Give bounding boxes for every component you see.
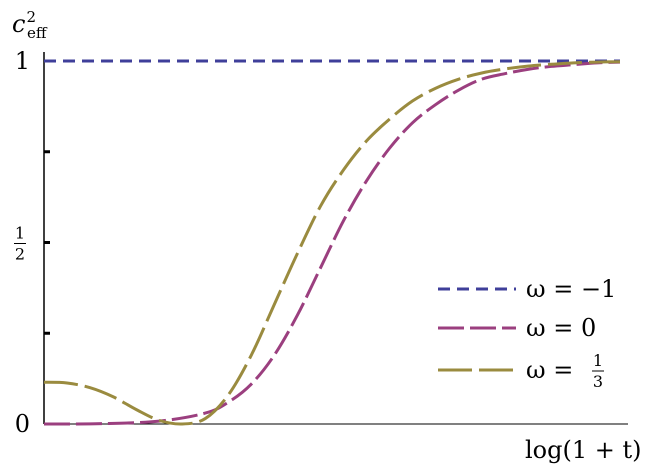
y-tick-label: 0: [15, 410, 30, 438]
legend-label-2: ω = 0: [526, 314, 596, 342]
series-layer: [43, 59, 621, 426]
y-tick-label-numerator: 1: [15, 224, 25, 243]
legend-fraction-numerator: 1: [593, 351, 603, 370]
series-line-3: [43, 60, 621, 426]
legend-label-1: ω = −1: [526, 275, 616, 303]
legend-fraction-denominator: 3: [593, 372, 603, 391]
y-tick-label-denominator: 2: [15, 245, 25, 264]
y-tick-label: 12: [14, 224, 26, 264]
legend: ω = −1 ω = 0 ω = 1 3: [438, 275, 616, 391]
legend-label-3: ω =: [526, 356, 573, 384]
y-tick-label: 1: [15, 47, 30, 75]
y-axis-label-text: c2 eff: [12, 8, 48, 42]
x-axis-label: log(1 + t): [525, 436, 642, 464]
y-axis-label: c2 eff: [12, 8, 48, 42]
